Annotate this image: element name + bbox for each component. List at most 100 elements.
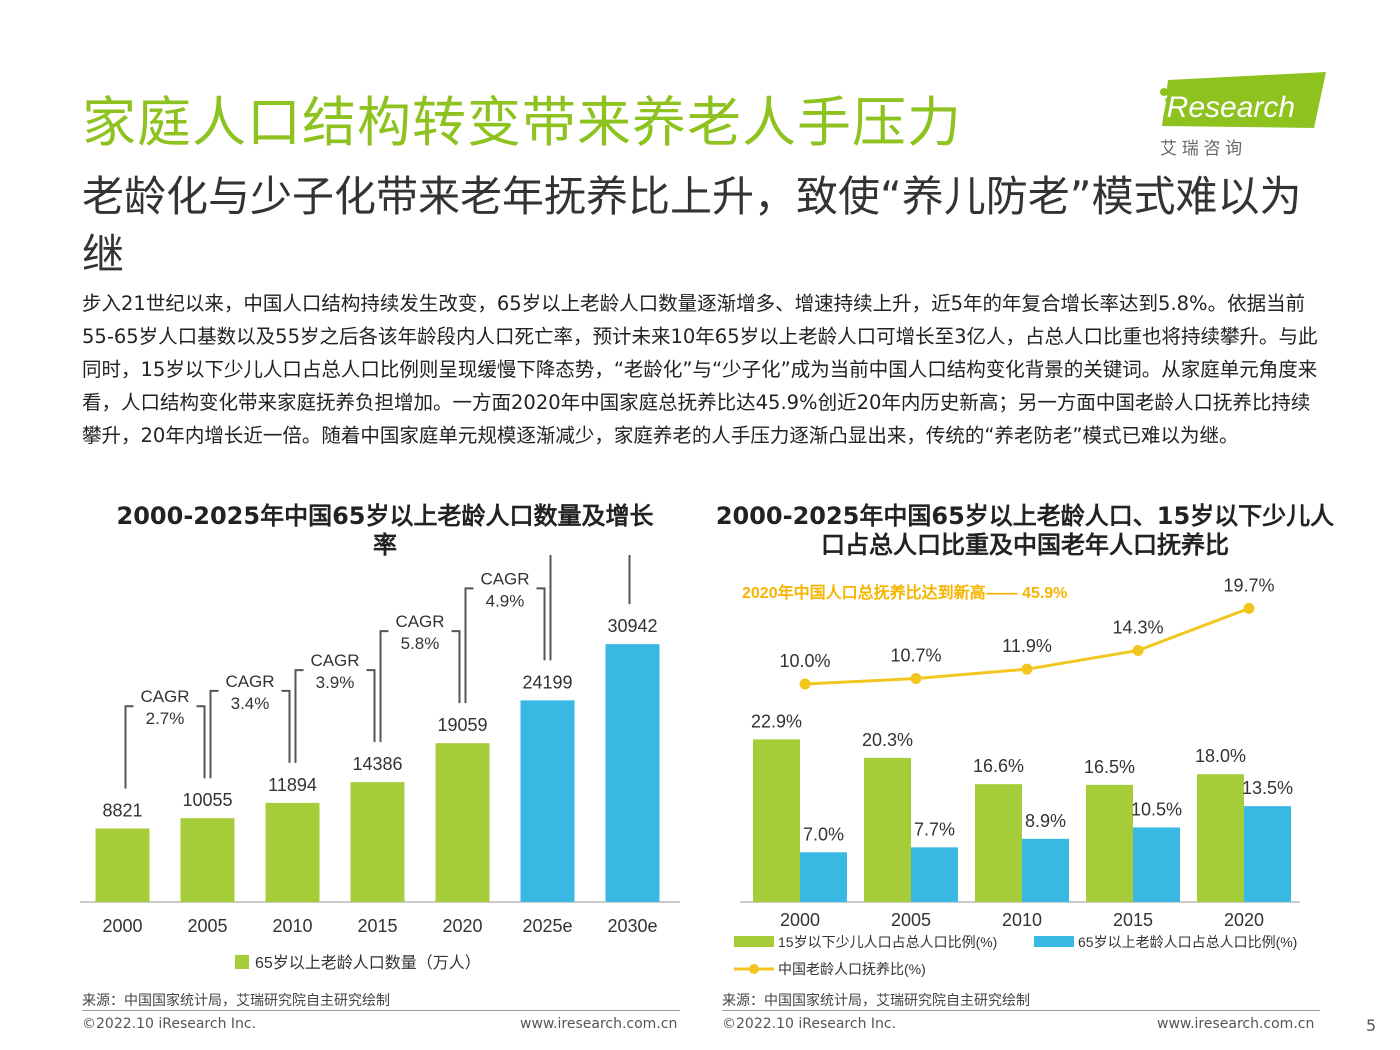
chart1-cagr-bracket-right: [536, 587, 546, 661]
chart1-data-label: 30942: [607, 616, 657, 636]
chart1-cagr-bracket-left: [549, 555, 552, 661]
chart1-title: 2000-2025年中国65岁以上老龄人口数量及增长率: [116, 502, 654, 559]
chart2-children-label: 18.0%: [1195, 746, 1246, 766]
chart1-cagr-label: CAGR: [225, 672, 274, 691]
source-right: 来源：中国国家统计局，艾瑞研究院自主研究绘制: [722, 993, 1030, 1009]
chart2-dependency-point: [799, 678, 811, 690]
chart2-legend-swatch-children: [734, 936, 774, 947]
chart2-legend-label-line: 中国老龄人口抚养比(%): [778, 961, 926, 977]
chart1-x-tick-label: 2000: [102, 916, 142, 936]
chart1-x-tick-label: 2025e: [522, 916, 572, 936]
chart1-x-tick-label: 2005: [187, 916, 227, 936]
chart2-children-label: 16.5%: [1084, 757, 1135, 777]
chart2-dependency-label: 10.0%: [779, 651, 830, 671]
chart2-dependency-label: 11.9%: [1002, 636, 1052, 656]
chart2-legend-swatch-marker: [749, 964, 759, 974]
chart1-bar: [350, 782, 405, 902]
page-title: 家庭人口结构转变带来养老人手压力: [82, 91, 962, 154]
divider-left: [82, 1010, 680, 1011]
chart1-bar: [265, 802, 320, 902]
body-paragraph: 步入21世纪以来，中国人口结构持续发生改变，65岁以上老龄人口数量逐渐增多、增速…: [82, 292, 1318, 447]
chart1-population-bar-chart: 8821 2000 10055 2005 11894 2010 14386 2015 19059…: [80, 555, 680, 972]
chart2-legend-label-elderly: 65岁以上老龄人口占总人口比例(%): [1078, 934, 1297, 950]
chart2-dependency-point: [1243, 602, 1255, 614]
chart1-bar: [520, 700, 575, 902]
chart1-cagr-bracket-right: [196, 705, 206, 779]
chart1-cagr-value: 3.9%: [316, 673, 355, 692]
chart2-elderly-label: 8.9%: [1025, 811, 1066, 831]
chart1-cagr-label: CAGR: [480, 569, 529, 588]
chart1-cagr-label: CAGR: [395, 612, 444, 631]
chart2-annotation: 2020年中国人口总抚养比达到新高—— 45.9%: [742, 583, 1067, 602]
chart2-dependency-point: [910, 673, 922, 685]
chart1-bar: [95, 828, 150, 902]
chart1-cagr-label: CAGR: [140, 687, 189, 706]
chart1-cagr-value: 2.7%: [146, 709, 185, 728]
chart2-elderly-label: 7.0%: [803, 824, 844, 844]
chart1-cagr-bracket-right: [451, 630, 461, 704]
chart1-cagr-bracket-right: [281, 689, 291, 763]
page-number: 5: [1366, 1016, 1377, 1035]
chart1-cagr-label: CAGR: [310, 651, 359, 670]
chart1-legend-label: 65岁以上老龄人口数量（万人）: [255, 954, 481, 972]
source-left: 来源：中国国家统计局，艾瑞研究院自主研究绘制: [82, 993, 390, 1009]
chart1-cagr-bracket-left: [379, 630, 389, 743]
chart1-x-tick-label: 2015: [357, 916, 397, 936]
page-subtitle: 老龄化与少子化带来老年抚养比上升，致使“养儿防老”模式难以为继: [82, 172, 1302, 279]
footer-url-left[interactable]: www.iresearch.com.cn: [520, 1016, 678, 1032]
chart2-bar-children: [753, 739, 800, 902]
chart1-cagr-value: 5.8%: [401, 634, 440, 653]
chart1-cagr-value: 4.9%: [486, 591, 525, 610]
chart2-bar-children: [1197, 774, 1244, 902]
chart1-legend-swatch: [235, 955, 249, 969]
chart2-dependency-label: 14.3%: [1112, 617, 1163, 637]
chart1-cagr-bracket-left: [209, 689, 219, 779]
chart2-title: 2000-2025年中国65岁以上老龄人口、15岁以下少儿人口占总人口比重及中国…: [715, 502, 1335, 559]
chart2-dependency-label: 10.7%: [890, 646, 941, 666]
chart2-bar-elderly: [1133, 827, 1180, 902]
chart2-elderly-label: 7.7%: [914, 819, 955, 839]
chart2-dependency-point: [1021, 663, 1033, 675]
chart2-x-tick-label: 2000: [780, 910, 820, 930]
chart2-legend-label-children: 15岁以下少儿人口占总人口比例(%): [778, 934, 997, 950]
chart2-x-tick-label: 2005: [891, 910, 931, 930]
divider-right: [722, 1010, 1320, 1011]
chart1-data-label: 10055: [182, 790, 232, 810]
footer-copyright-left: ©2022.10 iResearch Inc.: [82, 1016, 257, 1032]
footer-url-right[interactable]: www.iresearch.com.cn: [1157, 1016, 1315, 1032]
chart2-bar-elderly: [911, 847, 958, 902]
chart1-cagr-bracket-right: [366, 669, 376, 743]
chart1-bar: [180, 818, 235, 902]
chart1-cagr-bracket-left: [124, 705, 134, 789]
chart1-data-label: 14386: [352, 754, 402, 774]
chart2-bar-elderly: [1022, 838, 1069, 902]
chart2-children-label: 22.9%: [751, 711, 802, 731]
chart2-dependency-point: [1132, 644, 1144, 656]
chart2-x-tick-label: 2010: [1002, 910, 1042, 930]
chart2-x-tick-label: 2015: [1113, 910, 1153, 930]
logo-chinese: 艾 瑞 咨 询: [1160, 139, 1242, 158]
chart1-data-label: 19059: [437, 715, 487, 735]
chart1-cagr-value: 3.4%: [231, 694, 270, 713]
iresearch-logo: iResearch 艾 瑞 咨 询: [1148, 72, 1330, 162]
chart1-x-tick-label: 2010: [272, 916, 312, 936]
chart1-x-tick-label: 2030e: [607, 916, 657, 936]
chart2-bar-children: [1086, 784, 1133, 902]
chart2-children-label: 20.3%: [862, 730, 913, 750]
chart1-bar: [605, 644, 660, 902]
chart1-cagr-bracket-left: [294, 669, 304, 763]
chart2-dependency-label: 19.7%: [1223, 575, 1274, 595]
chart2-elderly-label: 13.5%: [1242, 778, 1293, 798]
chart1-cagr-bracket-left: [464, 587, 474, 704]
chart1-bar: [435, 743, 490, 902]
footer-copyright-right: ©2022.10 iResearch Inc.: [722, 1016, 897, 1032]
chart2-legend-swatch-elderly: [1034, 936, 1074, 947]
chart2-bar-elderly: [1244, 806, 1291, 902]
chart1-data-label: 11894: [268, 775, 317, 795]
chart2-ratio-combo-chart: 22.9% 7.0% 2000 20.3% 7.7% 2005 16.6% 8.9% 2010 1…: [734, 575, 1300, 977]
chart2-bar-children: [864, 757, 911, 902]
chart1-cagr-bracket-right: [628, 555, 631, 605]
chart1-x-tick-label: 2020: [442, 916, 482, 936]
chart2-bar-elderly: [800, 852, 847, 902]
chart2-bar-children: [975, 784, 1022, 902]
